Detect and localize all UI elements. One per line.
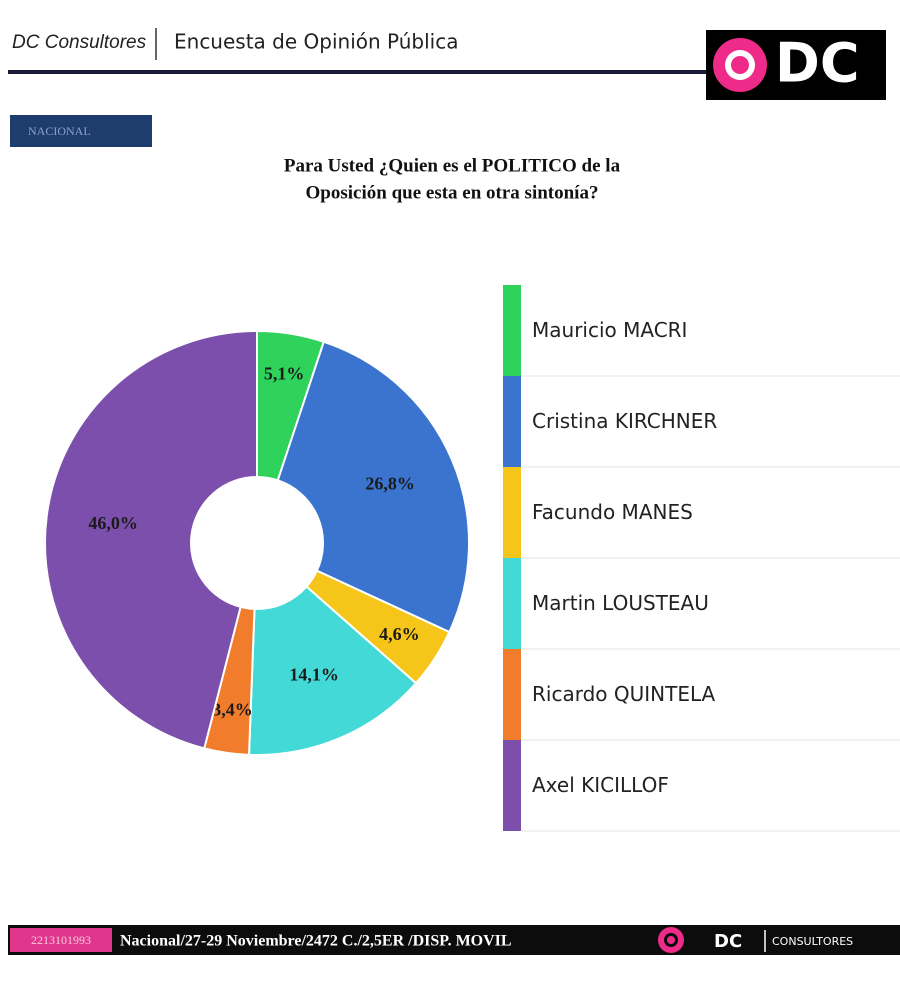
logo-text: DC <box>775 32 859 95</box>
chart-title: Oposición que esta en otra sintonía? <box>306 182 599 203</box>
header-rule <box>8 70 708 74</box>
legend-label: Martin LOUSTEAU <box>532 591 709 615</box>
data-label: 5,1% <box>264 363 305 383</box>
data-label: 14,1% <box>289 664 339 684</box>
legend: Mauricio MACRI Cristina KIRCHNER Facundo M… <box>503 285 900 832</box>
footer-bar <box>8 925 900 955</box>
data-label: 46,0% <box>88 513 138 533</box>
phone: 2213101993 <box>31 933 91 947</box>
badge-text: NACIONAL <box>28 124 91 138</box>
slice <box>247 585 418 756</box>
data-label: 26,8% <box>365 474 415 494</box>
legend-swatch <box>503 558 521 649</box>
slice <box>44 329 258 750</box>
footer-logo: DC <box>714 931 742 952</box>
legend-label: Facundo MANES <box>532 500 693 524</box>
logo-dot <box>731 56 749 74</box>
footer-logo-sub: CONSULTORES <box>772 935 853 948</box>
legend-label: Ricardo QUINTELA <box>532 682 716 706</box>
brand: DC Consultores <box>12 32 147 53</box>
data-label: 3,4% <box>212 699 253 719</box>
legend-label: Cristina KIRCHNER <box>532 409 717 433</box>
footer-info: Nacional/27-29 Noviembre/2472 C./2,5ER /… <box>120 933 512 950</box>
header-title: Encuesta de Opinión Pública <box>174 30 458 54</box>
legend-label: Mauricio MACRI <box>532 318 687 342</box>
footer-logo-dot <box>667 936 675 944</box>
donut-chart: 5,1% 26,8% 4,6% 14,1% 3,4% 46,0% <box>44 329 470 756</box>
legend-swatch <box>503 649 521 740</box>
legend-swatch <box>503 285 521 376</box>
legend-swatch <box>503 467 521 558</box>
badge <box>10 115 152 147</box>
chart-title: Para Usted ¿Quien es el POLITICO de la <box>284 155 621 176</box>
legend-label: Axel KICILLOF <box>532 773 669 797</box>
phone-box <box>10 928 112 952</box>
slice <box>276 340 470 634</box>
data-label: 4,6% <box>379 624 420 644</box>
legend-swatch <box>503 740 521 831</box>
legend-swatch <box>503 376 521 467</box>
